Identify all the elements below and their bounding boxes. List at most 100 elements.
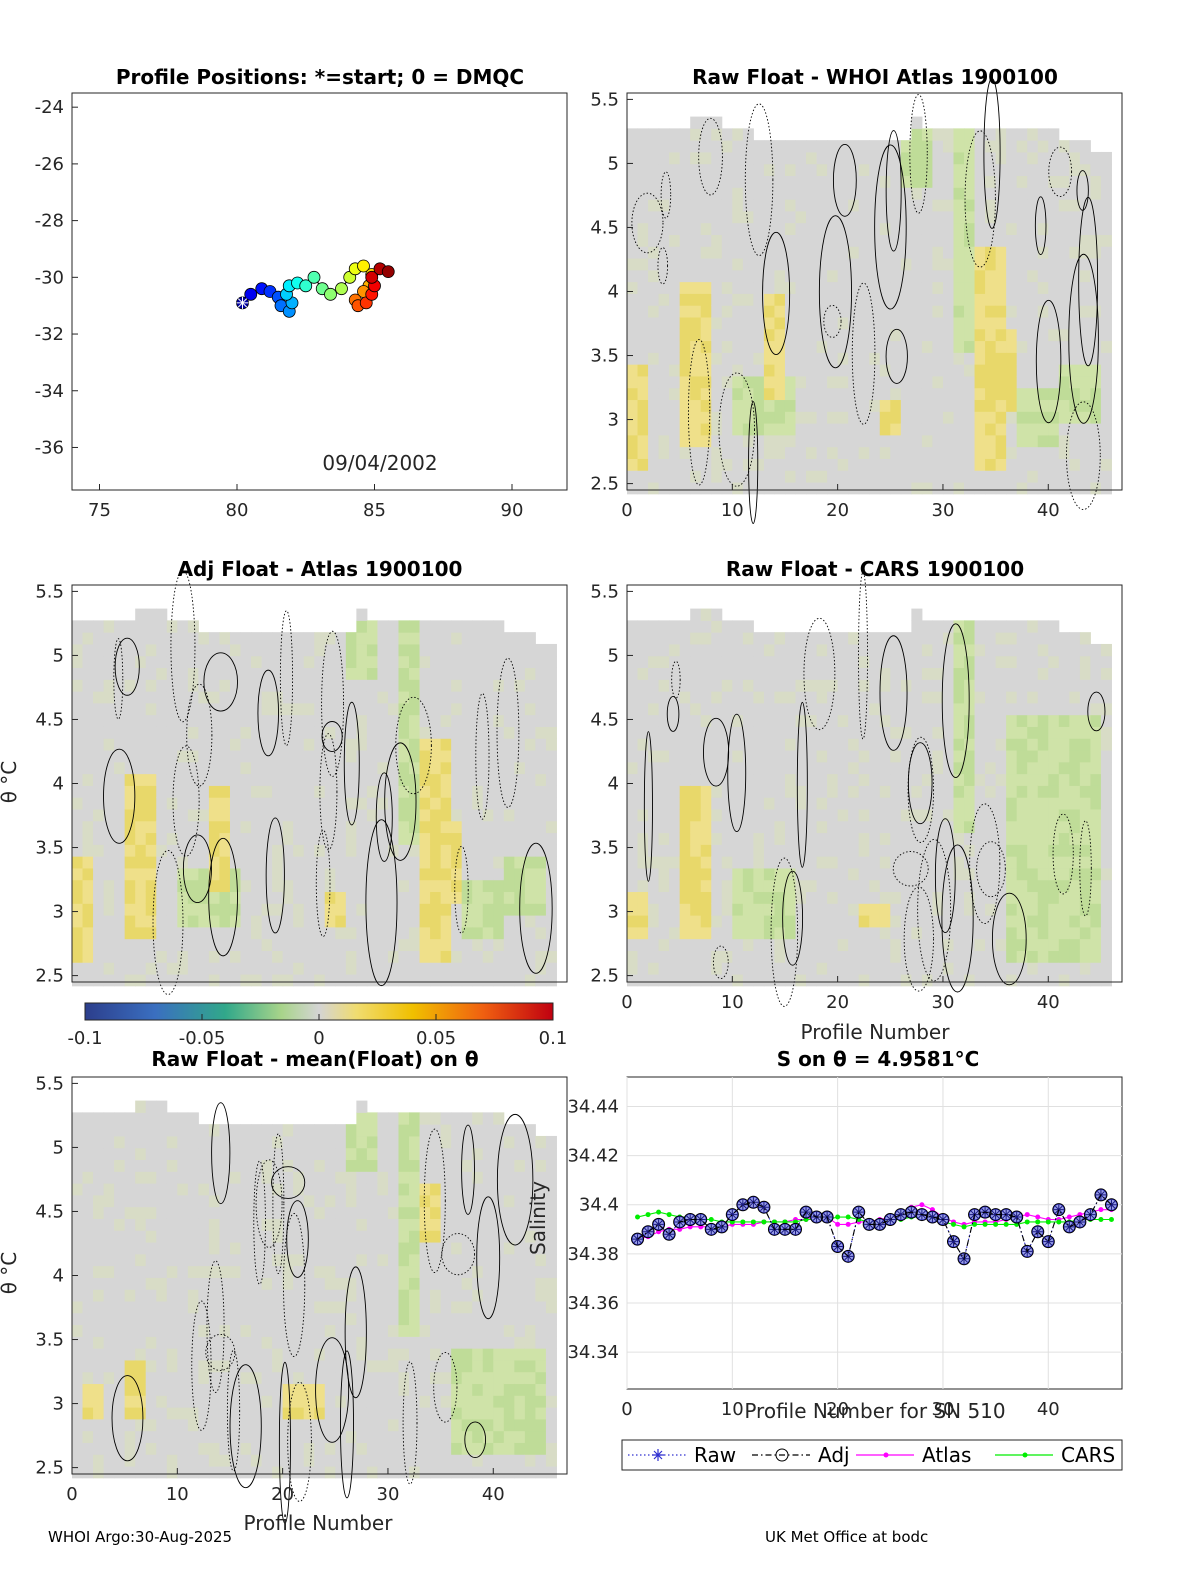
heatmap-cell bbox=[1079, 269, 1091, 283]
heatmap-cell bbox=[135, 1183, 147, 1196]
heatmap-cell bbox=[953, 187, 965, 200]
heatmap-cell bbox=[272, 702, 284, 716]
heatmap-cell bbox=[753, 738, 765, 751]
heatmap-cell bbox=[627, 773, 639, 786]
heatmap-cell bbox=[795, 387, 807, 401]
heatmap-cell bbox=[690, 632, 702, 645]
x-tick-label: 10 bbox=[721, 500, 744, 521]
heatmap-cell bbox=[440, 950, 452, 963]
heatmap-cell bbox=[700, 470, 712, 483]
heatmap-cell bbox=[795, 364, 807, 377]
heatmap-cell bbox=[837, 667, 849, 680]
heatmap-cell bbox=[251, 1466, 263, 1479]
heatmap-cell bbox=[1100, 891, 1112, 904]
heatmap-cell bbox=[377, 679, 389, 692]
heatmap-cell bbox=[324, 867, 336, 881]
heatmap-cell bbox=[219, 1135, 231, 1149]
heatmap-cell bbox=[711, 434, 723, 448]
heatmap-cell bbox=[124, 1371, 136, 1385]
heatmap-cell bbox=[711, 608, 723, 621]
heatmap-cell bbox=[93, 691, 105, 704]
heatmap-cell bbox=[1058, 222, 1070, 235]
heatmap-cell bbox=[658, 387, 670, 401]
heatmap-cell bbox=[166, 903, 178, 916]
heatmap-cell bbox=[858, 434, 870, 448]
heatmap-cell bbox=[124, 867, 136, 881]
heatmap-cell bbox=[900, 293, 912, 306]
heatmap-cell bbox=[124, 1242, 136, 1255]
heatmap-cell bbox=[114, 1466, 126, 1479]
x-tick-label: 90 bbox=[501, 500, 524, 521]
heatmap-cell bbox=[732, 399, 744, 412]
heatmap-cell bbox=[440, 750, 452, 763]
heatmap-cell bbox=[166, 1112, 178, 1125]
heatmap-cell bbox=[890, 679, 902, 692]
heatmap-cell bbox=[93, 726, 105, 739]
heatmap-cell bbox=[953, 667, 965, 680]
heatmap-cell bbox=[356, 938, 368, 951]
heatmap-cell bbox=[208, 891, 220, 904]
heatmap-cell bbox=[974, 844, 986, 857]
heatmap-cell bbox=[911, 691, 923, 704]
heatmap-cell bbox=[229, 926, 242, 940]
heatmap-cell bbox=[711, 856, 723, 869]
heatmap-cell bbox=[461, 950, 473, 963]
heatmap-cell bbox=[293, 714, 305, 727]
heatmap-cell bbox=[890, 364, 902, 377]
heatmap-cell bbox=[398, 761, 410, 775]
heatmap-cell bbox=[858, 691, 870, 704]
heatmap-cell bbox=[177, 738, 189, 751]
heatmap-cell bbox=[166, 773, 178, 786]
heatmap-cell bbox=[921, 655, 933, 669]
contour-line bbox=[1079, 820, 1092, 917]
heatmap-cell bbox=[1027, 187, 1039, 200]
profile-position-point bbox=[244, 287, 258, 301]
heatmap-cell bbox=[763, 140, 775, 153]
heatmap-cell bbox=[251, 820, 263, 834]
heatmap-cell bbox=[942, 411, 954, 424]
heatmap-cell bbox=[493, 844, 505, 857]
heatmap-cell bbox=[124, 714, 136, 727]
heatmap-cell bbox=[827, 470, 839, 483]
heatmap-cell bbox=[742, 352, 754, 365]
heatmap-cell bbox=[187, 1194, 199, 1208]
heatmap-cell bbox=[198, 1159, 210, 1172]
heatmap-cell bbox=[816, 655, 828, 669]
heatmap-cell bbox=[1027, 655, 1039, 669]
heatmap-cell bbox=[1058, 797, 1070, 810]
heatmap-cell bbox=[732, 797, 744, 810]
heatmap-cell bbox=[669, 643, 681, 657]
heatmap-cell bbox=[627, 340, 639, 353]
heatmap-cell bbox=[72, 1407, 84, 1420]
heatmap-cell bbox=[208, 1359, 220, 1373]
heatmap-cell bbox=[732, 726, 744, 739]
heatmap-cell bbox=[135, 1348, 147, 1361]
heatmap-cell bbox=[648, 620, 660, 633]
heatmap-cell bbox=[700, 643, 712, 657]
heatmap-cell bbox=[72, 1159, 84, 1172]
heatmap-cell bbox=[964, 655, 976, 669]
heatmap-cell bbox=[145, 679, 157, 692]
heatmap-cell bbox=[1016, 269, 1028, 283]
heatmap-cell bbox=[658, 915, 670, 928]
heatmap-cell bbox=[1006, 128, 1018, 141]
heatmap-cell bbox=[869, 679, 881, 692]
heatmap-cell bbox=[890, 761, 902, 775]
heatmap-cell bbox=[658, 808, 670, 822]
heatmap-cell bbox=[848, 702, 860, 716]
heatmap-cell bbox=[721, 281, 733, 294]
heatmap-cell bbox=[774, 387, 786, 401]
heatmap-cell bbox=[679, 903, 691, 916]
heatmap-cell bbox=[690, 785, 702, 798]
heatmap-cell bbox=[932, 446, 944, 459]
heatmap-cell bbox=[1058, 667, 1070, 680]
heatmap-cell bbox=[93, 938, 105, 951]
heatmap-cell bbox=[711, 234, 723, 247]
heatmap-cell bbox=[240, 1253, 252, 1267]
heatmap-cell bbox=[240, 926, 252, 940]
heatmap-cell bbox=[732, 293, 744, 306]
colorbar-tick-label: 0.05 bbox=[416, 1028, 456, 1049]
heatmap-cell bbox=[524, 926, 536, 940]
heatmap-cell bbox=[324, 761, 336, 775]
heatmap-cell bbox=[911, 714, 923, 727]
